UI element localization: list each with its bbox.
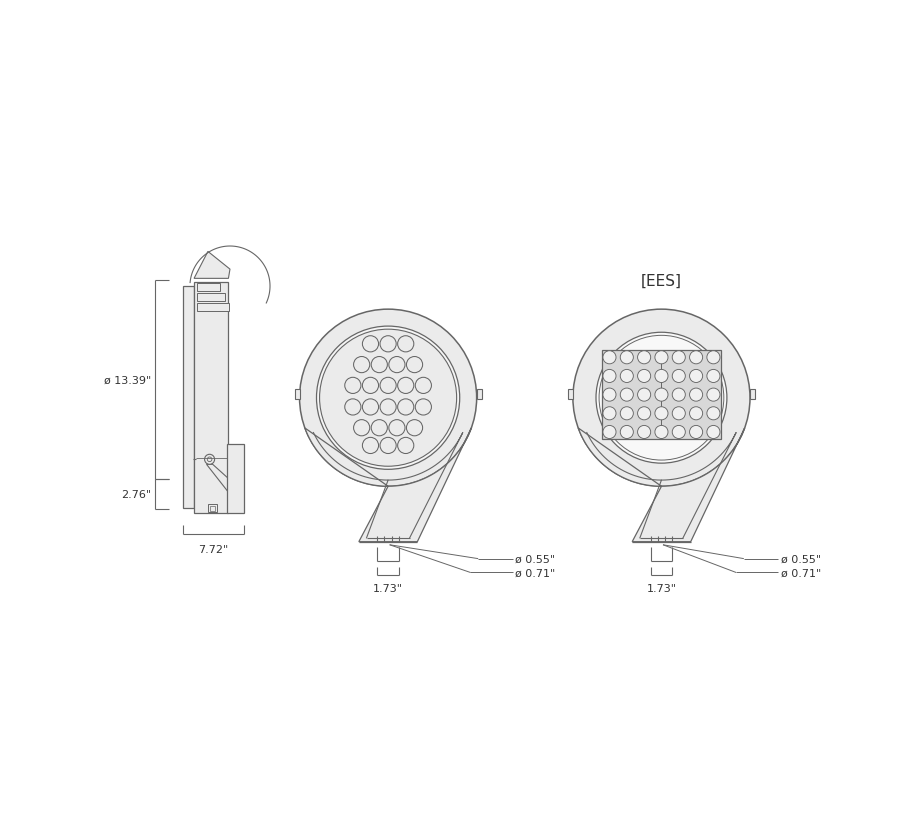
Circle shape [689, 426, 703, 439]
Bar [602, 351, 721, 439]
Circle shape [363, 438, 379, 454]
Circle shape [398, 337, 414, 352]
Polygon shape [578, 428, 744, 542]
Circle shape [380, 438, 396, 454]
Circle shape [620, 407, 634, 420]
Circle shape [706, 370, 720, 383]
Bar [183, 287, 194, 508]
Circle shape [672, 351, 685, 364]
Text: ø 0.71": ø 0.71" [781, 568, 821, 577]
Text: [EES]: [EES] [641, 273, 682, 288]
Circle shape [389, 420, 405, 437]
Circle shape [603, 388, 616, 401]
Circle shape [204, 455, 214, 464]
Circle shape [706, 351, 720, 364]
Circle shape [655, 388, 668, 401]
Circle shape [415, 378, 431, 394]
Circle shape [637, 351, 651, 364]
Text: ø 0.71": ø 0.71" [515, 568, 555, 577]
Circle shape [380, 337, 396, 352]
Circle shape [398, 400, 414, 415]
Circle shape [637, 370, 651, 383]
Circle shape [637, 407, 651, 420]
Bar [227, 445, 244, 514]
Bar [197, 304, 230, 311]
Polygon shape [206, 464, 244, 500]
Bar [208, 505, 217, 512]
Circle shape [672, 426, 685, 439]
Text: ø 13.39": ø 13.39" [104, 375, 152, 385]
Circle shape [655, 351, 668, 364]
Circle shape [689, 388, 703, 401]
Circle shape [398, 378, 414, 394]
Circle shape [689, 370, 703, 383]
Polygon shape [194, 252, 230, 279]
Circle shape [620, 351, 634, 364]
Circle shape [320, 330, 456, 467]
Circle shape [415, 400, 431, 415]
Circle shape [407, 357, 423, 373]
Circle shape [363, 337, 379, 352]
Circle shape [363, 378, 379, 394]
Circle shape [603, 407, 616, 420]
Circle shape [689, 407, 703, 420]
Circle shape [345, 378, 361, 394]
Circle shape [672, 407, 685, 420]
Bar [568, 389, 573, 400]
Circle shape [620, 388, 634, 401]
Bar [211, 506, 215, 511]
Circle shape [317, 327, 460, 470]
Circle shape [672, 370, 685, 383]
Circle shape [672, 388, 685, 401]
Circle shape [637, 426, 651, 439]
Circle shape [620, 426, 634, 439]
Bar [197, 283, 220, 292]
Circle shape [354, 420, 370, 437]
Circle shape [620, 370, 634, 383]
Circle shape [354, 357, 370, 373]
Circle shape [596, 333, 727, 464]
Circle shape [599, 336, 724, 460]
Circle shape [407, 420, 423, 437]
Circle shape [655, 407, 668, 420]
Circle shape [689, 351, 703, 364]
Circle shape [371, 357, 387, 373]
Polygon shape [305, 428, 472, 542]
Circle shape [655, 426, 668, 439]
Circle shape [398, 438, 414, 454]
Text: 2.76": 2.76" [122, 489, 152, 500]
Text: 7.72": 7.72" [198, 545, 229, 554]
Circle shape [363, 400, 379, 415]
Circle shape [573, 310, 750, 486]
Bar [477, 389, 482, 400]
Circle shape [655, 370, 668, 383]
Bar [194, 283, 229, 514]
Circle shape [603, 426, 616, 439]
Circle shape [637, 388, 651, 401]
Text: ø 0.55": ø 0.55" [515, 554, 555, 564]
Circle shape [345, 400, 361, 415]
Bar [294, 389, 300, 400]
Circle shape [706, 426, 720, 439]
Bar [750, 389, 755, 400]
Circle shape [603, 370, 616, 383]
Circle shape [706, 407, 720, 420]
Circle shape [389, 357, 405, 373]
Text: ø 0.55": ø 0.55" [781, 554, 821, 564]
Bar [197, 294, 225, 301]
Circle shape [706, 388, 720, 401]
Circle shape [603, 351, 616, 364]
Circle shape [300, 310, 477, 486]
Text: 1.73": 1.73" [646, 583, 677, 593]
Circle shape [380, 378, 396, 394]
Circle shape [371, 420, 387, 437]
Circle shape [380, 400, 396, 415]
Text: 1.73": 1.73" [374, 583, 403, 593]
